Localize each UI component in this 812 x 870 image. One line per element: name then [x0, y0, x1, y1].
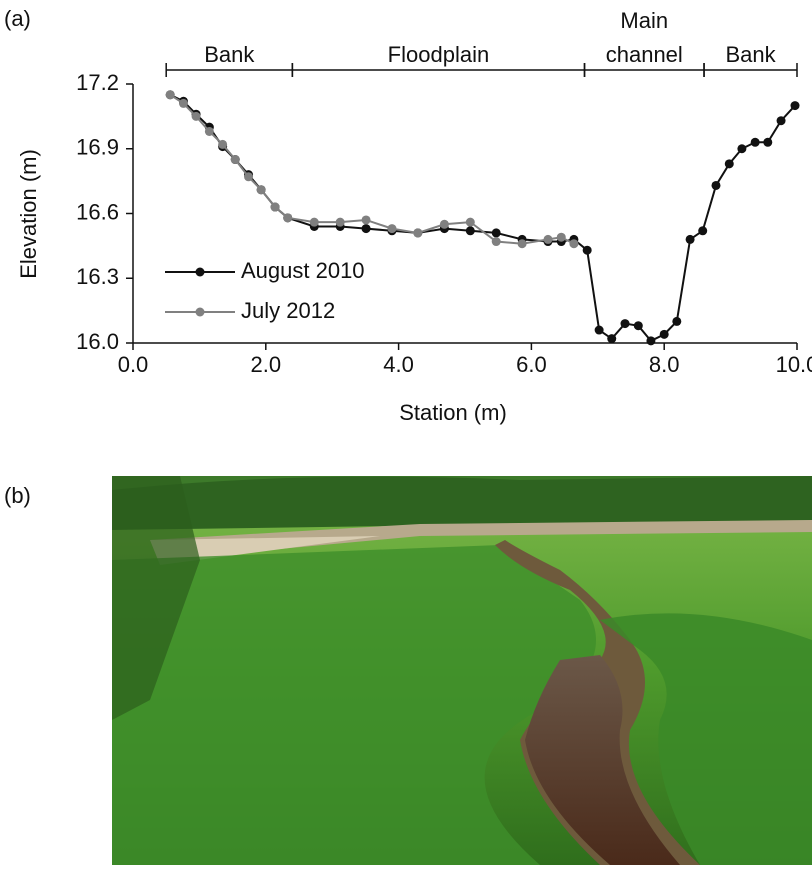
- data-point: [218, 139, 228, 149]
- zone-label: Bank: [204, 42, 255, 67]
- data-point: [204, 126, 214, 136]
- x-tick-label: 4.0: [383, 352, 414, 377]
- data-point: [309, 217, 319, 227]
- data-point: [737, 144, 747, 154]
- data-point: [491, 228, 501, 238]
- legend-label: July 2012: [241, 298, 335, 323]
- data-point: [244, 172, 254, 182]
- data-point: [361, 215, 371, 225]
- data-point: [387, 224, 397, 234]
- data-point: [594, 325, 604, 335]
- data-point: [361, 224, 371, 234]
- data-point: [178, 98, 188, 108]
- data-point: [724, 159, 734, 169]
- data-point: [439, 219, 449, 229]
- data-point: [711, 180, 721, 190]
- panel-label: (b): [4, 483, 31, 508]
- data-point: [230, 155, 240, 165]
- series-line: [169, 93, 575, 245]
- data-point: [256, 185, 266, 195]
- data-point: [763, 137, 773, 147]
- x-tick-label: 2.0: [251, 352, 282, 377]
- data-point: [646, 336, 656, 346]
- data-point: [270, 202, 280, 212]
- data-point: [191, 111, 201, 121]
- zone-label: Main: [620, 8, 668, 33]
- y-tick-label: 16.6: [76, 199, 119, 224]
- data-point: [465, 226, 475, 236]
- zone-label: channel: [606, 42, 683, 67]
- data-point: [633, 321, 643, 331]
- data-point: [790, 101, 800, 111]
- y-tick-label: 16.0: [76, 329, 119, 354]
- x-tick-label: 0.0: [118, 352, 149, 377]
- y-tick-label: 16.3: [76, 264, 119, 289]
- y-axis-label: Elevation (m): [16, 149, 41, 279]
- data-point: [659, 329, 669, 339]
- legend-label: August 2010: [241, 258, 365, 283]
- x-axis-label: Station (m): [399, 400, 507, 425]
- zone-label: Floodplain: [388, 42, 490, 67]
- panel-label: (a): [4, 6, 31, 31]
- data-point: [685, 234, 695, 244]
- data-point: [698, 226, 708, 236]
- data-point: [556, 232, 566, 242]
- x-tick-label: 6.0: [516, 352, 547, 377]
- x-tick-label: 10.0: [776, 352, 812, 377]
- data-point: [465, 217, 475, 227]
- data-point: [607, 334, 617, 344]
- data-point: [672, 316, 682, 326]
- data-point: [750, 137, 760, 147]
- data-point: [776, 116, 786, 126]
- data-point: [620, 319, 630, 329]
- zone-label: Bank: [725, 42, 776, 67]
- y-tick-label: 17.2: [76, 70, 119, 95]
- y-tick-label: 16.9: [76, 135, 119, 160]
- data-point: [335, 217, 345, 227]
- legend-marker: [195, 307, 205, 317]
- data-point: [165, 90, 175, 100]
- data-point: [582, 245, 592, 255]
- x-tick-label: 8.0: [649, 352, 680, 377]
- data-point: [543, 234, 553, 244]
- data-point: [413, 228, 423, 238]
- photo: [112, 476, 812, 865]
- data-point: [283, 213, 293, 223]
- data-point: [491, 237, 501, 247]
- data-point: [569, 239, 579, 249]
- data-point: [517, 239, 527, 249]
- legend-marker: [195, 267, 205, 277]
